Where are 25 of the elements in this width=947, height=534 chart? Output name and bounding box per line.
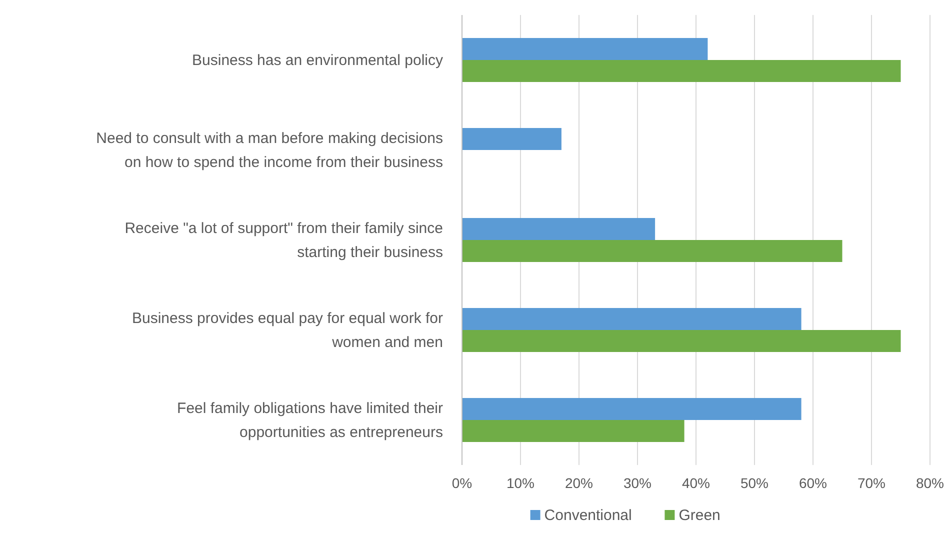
bar xyxy=(462,398,802,420)
bar xyxy=(462,420,684,442)
x-tick-label: 60% xyxy=(798,475,828,491)
legend-label: Conventional xyxy=(544,507,632,524)
x-tick-label: 50% xyxy=(740,475,769,491)
y-tick-label: Business has an environmental policy xyxy=(192,52,444,69)
y-tick-label: Business provides equal pay for equal work for women and men xyxy=(132,310,443,351)
x-tick-label: 0% xyxy=(452,475,472,491)
x-tick-label: 10% xyxy=(506,475,535,491)
bar xyxy=(462,60,901,82)
bar xyxy=(462,128,562,150)
x-tick-label: 70% xyxy=(857,475,886,491)
x-tick-label: 30% xyxy=(623,475,652,491)
bar xyxy=(462,38,708,60)
bar xyxy=(462,308,802,330)
x-tick-label: 80% xyxy=(916,475,944,491)
legend-label: Green xyxy=(678,507,720,524)
bar xyxy=(462,218,656,240)
x-tick-label: 20% xyxy=(564,475,594,491)
y-tick-label: Receive "a lot of support" from their family since starting their business xyxy=(124,220,443,261)
x-tick-label: 40% xyxy=(682,475,710,491)
y-tick-label: Feel family obligations have limited their opportunities as entrepreneurs xyxy=(177,400,443,441)
bar xyxy=(462,240,842,262)
y-tick-label: Need to consult with a man before making decisions on how to spend the income from their business xyxy=(96,130,443,171)
bar xyxy=(462,330,901,352)
